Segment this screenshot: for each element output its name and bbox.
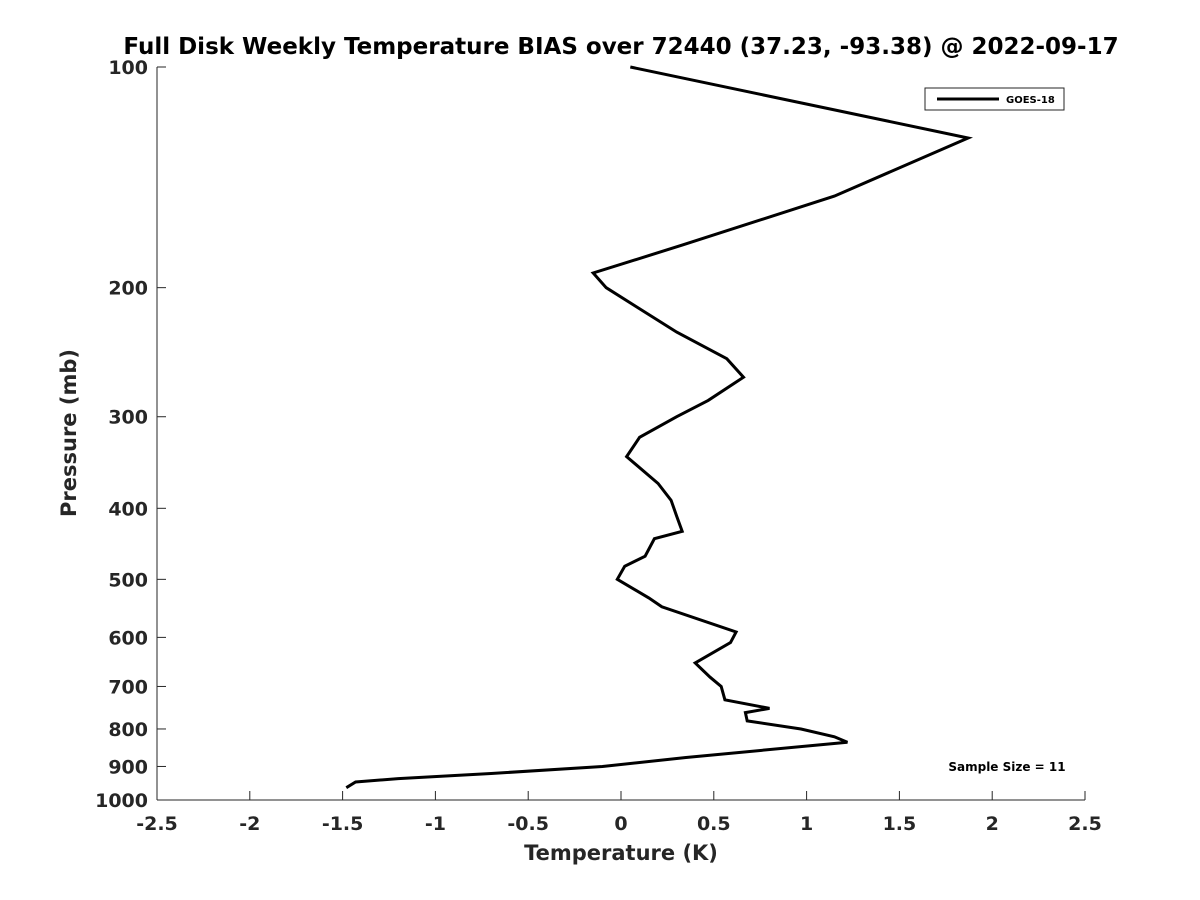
x-tick-label: 0 xyxy=(614,813,627,835)
x-tick-label: 2.5 xyxy=(1068,813,1102,835)
sample-size-annotation: Sample Size = 11 xyxy=(948,760,1065,774)
x-tick-label: -2 xyxy=(239,813,260,835)
series-line-goes-18 xyxy=(345,65,974,789)
legend: GOES-18 xyxy=(924,87,1065,111)
y-tick-label: 700 xyxy=(108,676,148,698)
y-tick-label: 800 xyxy=(108,719,148,741)
y-tick-label: 600 xyxy=(108,627,148,649)
plot-area xyxy=(157,67,1085,800)
x-tick-label: -0.5 xyxy=(507,813,549,835)
y-axis: 100 200 300 400 500 600 700 800 900 1000 xyxy=(95,57,166,812)
x-axis-label: Temperature (K) xyxy=(524,841,718,865)
x-tick-label: -2.5 xyxy=(136,813,178,835)
legend-label-goes-18: GOES-18 xyxy=(1006,95,1055,106)
y-tick-label: 300 xyxy=(108,407,148,429)
series-layer xyxy=(345,65,974,789)
x-axis: -2.5 -2 -1.5 -1 -0.5 0 0.5 1 1.5 2 2.5 xyxy=(136,791,1102,835)
x-tick-label: -1 xyxy=(425,813,446,835)
x-tick-label: 0.5 xyxy=(697,813,731,835)
x-tick-label: 2 xyxy=(986,813,999,835)
y-tick-label: 200 xyxy=(108,278,148,300)
y-tick-label: 400 xyxy=(108,498,148,520)
x-tick-label: -1.5 xyxy=(322,813,364,835)
y-tick-label: 500 xyxy=(108,569,148,591)
chart-title: Full Disk Weekly Temperature BIAS over 7… xyxy=(123,34,1118,60)
y-tick-label: 100 xyxy=(108,57,148,79)
y-axis-label: Pressure (mb) xyxy=(57,349,81,517)
y-tick-label: 1000 xyxy=(95,790,148,812)
x-tick-label: 1.5 xyxy=(883,813,917,835)
x-tick-label: 1 xyxy=(800,813,813,835)
y-tick-label: 900 xyxy=(108,756,148,778)
